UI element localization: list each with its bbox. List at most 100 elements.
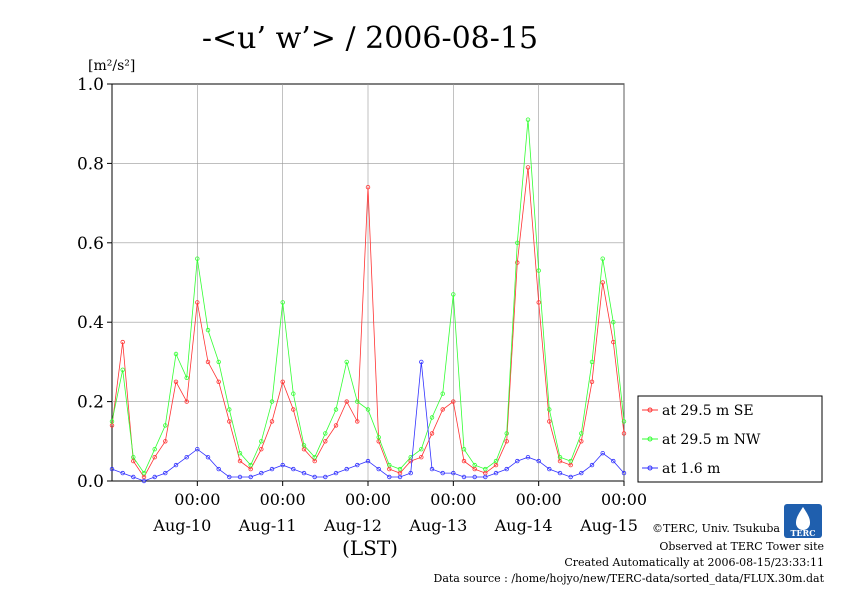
data-point: [547, 419, 552, 424]
data-point: [237, 474, 243, 480]
y-tick-label: 0.0: [77, 472, 104, 492]
data-point: [248, 466, 253, 472]
legend-label: at 29.5 m SE: [662, 403, 754, 419]
data-point: [280, 379, 285, 384]
x-tick-date: Aug-14: [494, 516, 553, 535]
data-point: [227, 474, 232, 480]
data-point: [387, 466, 392, 472]
data-point: [547, 466, 552, 472]
data-point: [259, 470, 264, 476]
x-tick-date: Aug-10: [152, 516, 211, 535]
footer-copyright: ©TERC, Univ. Tsukuba: [652, 522, 780, 535]
data-point: [525, 165, 531, 170]
data-point: [355, 462, 360, 468]
data-point: [173, 462, 179, 468]
data-point: [237, 458, 243, 464]
data-point: [280, 462, 285, 468]
series-line: [111, 119, 625, 474]
data-point: [419, 447, 424, 452]
data-point: [216, 359, 221, 365]
y-axis-ticks: 0.0 0.2 0.4 0.6 0.8 1.0: [77, 75, 112, 492]
data-point: [504, 466, 509, 472]
data-point: [323, 474, 328, 480]
footer-source: Data source : /home/hojyo/new/TERC-data/…: [434, 572, 825, 585]
x-tick-time: 00:00: [430, 490, 476, 509]
data-point: [152, 455, 157, 460]
data-point: [344, 359, 349, 365]
data-point: [365, 407, 371, 412]
data-point: [600, 280, 605, 285]
data-point: [365, 458, 371, 464]
data-point: [568, 474, 573, 480]
data-point: [440, 470, 445, 476]
data-point: [579, 431, 584, 436]
data-point: [525, 455, 531, 460]
data-point: [216, 466, 221, 472]
data-point: [589, 462, 595, 468]
y-tick-label: 0.4: [77, 313, 104, 333]
data-point: [451, 292, 456, 297]
data-point: [195, 447, 200, 452]
series-1: [109, 165, 627, 480]
data-point: [141, 470, 147, 476]
data-point: [547, 407, 552, 412]
data-point: [120, 470, 125, 476]
data-point: [141, 478, 147, 484]
data-point: [344, 399, 349, 404]
data-point: [216, 379, 221, 384]
data-point: [269, 466, 275, 472]
data-point: [227, 407, 232, 412]
y-axis-label: [m²/s²]: [88, 58, 135, 74]
legend-marker: [647, 436, 653, 442]
data-point: [504, 431, 509, 436]
legend-label: at 29.5 m NW: [662, 432, 761, 448]
data-point: [237, 451, 243, 456]
data-point: [408, 470, 413, 476]
data-point: [579, 470, 584, 476]
data-point: [205, 327, 211, 333]
data-point: [291, 407, 296, 412]
data-point: [259, 439, 264, 444]
series-3: [109, 359, 627, 484]
x-tick-time: 00:00: [516, 490, 562, 509]
data-point: [621, 419, 627, 424]
data-point: [397, 474, 403, 480]
data-point: [333, 470, 339, 476]
legend: at 29.5 m SE at 29.5 m NW at 1.6 m: [637, 395, 823, 483]
data-point: [131, 455, 136, 460]
data-point: [493, 470, 499, 476]
data-point: [611, 458, 616, 464]
y-tick-label: 0.6: [77, 234, 104, 254]
grid-lines: [112, 84, 625, 481]
data-point: [184, 455, 189, 460]
data-point: [387, 462, 392, 468]
x-tick-time: 00:00: [345, 490, 391, 509]
data-point: [483, 466, 488, 472]
data-point: [184, 375, 189, 380]
data-point: [323, 431, 328, 436]
x-tick-date: Aug-15: [579, 516, 638, 535]
data-point: [109, 423, 115, 428]
legend-box: [637, 395, 823, 483]
x-tick-date: Aug-12: [323, 516, 382, 535]
data-point: [493, 462, 499, 468]
data-point: [163, 423, 168, 428]
footer-observed: Observed at TERC Tower site: [659, 540, 824, 553]
x-tick-time: 00:00: [601, 490, 647, 509]
data-point: [333, 423, 339, 428]
series-2: [109, 117, 627, 476]
x-tick-time: 00:00: [260, 490, 306, 509]
x-tick-date: Aug-13: [408, 516, 467, 535]
data-point: [568, 458, 573, 464]
data-point: [419, 359, 424, 365]
logo-text: TERC: [790, 528, 815, 538]
data-point: [131, 474, 136, 480]
data-point: [227, 419, 232, 424]
data-point: [387, 474, 392, 480]
data-point: [589, 379, 595, 384]
data-point: [451, 470, 456, 476]
data-point: [515, 260, 520, 265]
x-tick-date: Aug-11: [238, 516, 297, 535]
series-layer: [109, 117, 627, 484]
